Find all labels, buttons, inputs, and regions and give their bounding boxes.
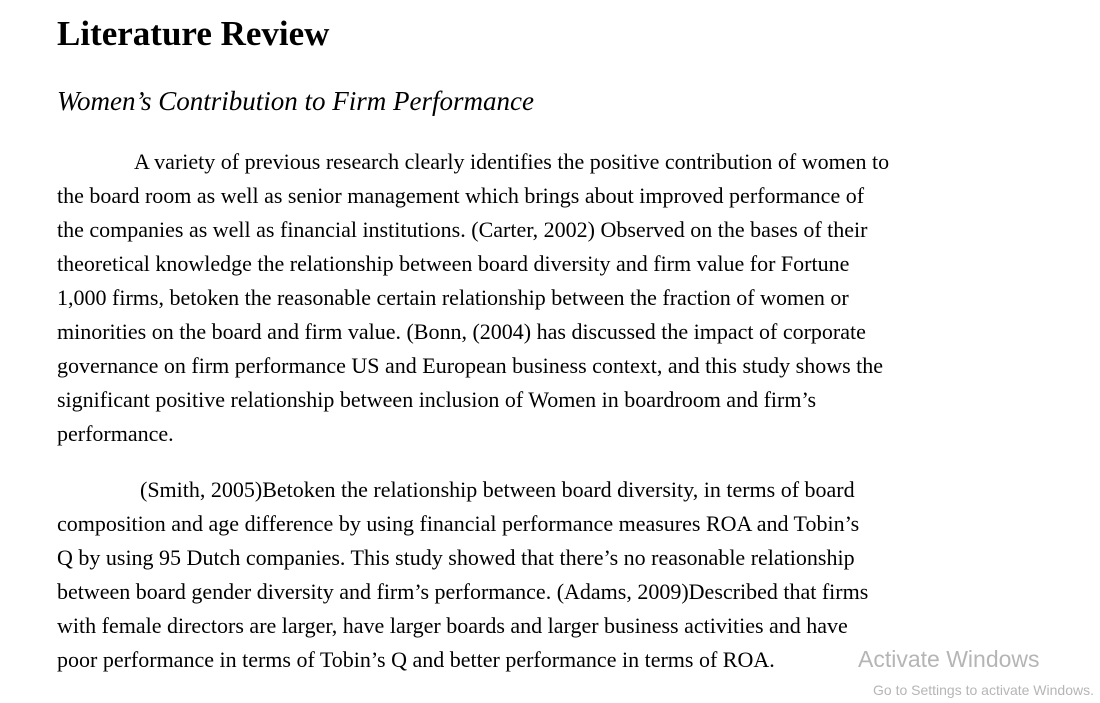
- text-line: Q by using 95 Dutch companies. This stud…: [57, 545, 855, 570]
- activate-windows-watermark-subtitle: Go to Settings to activate Windows.: [873, 682, 1094, 698]
- text-line: A variety of previous research clearly i…: [134, 149, 890, 174]
- text-line: 1,000 firms, betoken the reasonable cert…: [57, 285, 849, 310]
- text-line: the board room as well as senior managem…: [57, 183, 865, 208]
- section-subheading: Women’s Contribution to Firm Performance: [57, 86, 534, 116]
- activate-windows-watermark-title: Activate Windows: [858, 646, 1040, 672]
- text-line: the companies as well as financial insti…: [57, 217, 868, 242]
- text-line: significant positive relationship betwee…: [57, 387, 817, 412]
- text-line: minorities on the board and firm value. …: [57, 319, 866, 344]
- text-line: with female directors are larger, have l…: [57, 613, 848, 638]
- text-line: poor performance in terms of Tobin’s Q a…: [57, 647, 775, 672]
- text-line: (Smith, 2005)Betoken the relationship be…: [140, 477, 855, 502]
- text-line: between board gender diversity and firm’…: [57, 579, 869, 604]
- text-line: composition and age difference by using …: [57, 511, 860, 536]
- text-line: governance on firm performance US and Eu…: [57, 353, 884, 378]
- text-line: theoretical knowledge the relationship b…: [57, 251, 850, 276]
- text-line: performance.: [57, 421, 174, 446]
- page-heading: Literature Review: [57, 14, 330, 53]
